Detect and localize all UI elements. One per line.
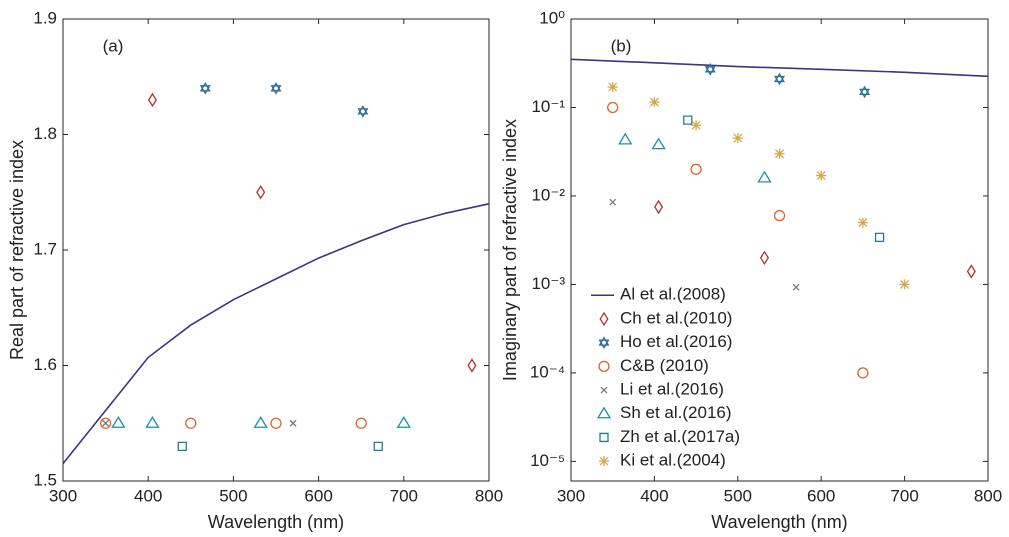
x-tick-label: 500 <box>219 486 247 505</box>
data-point <box>111 415 126 428</box>
y-tick-label: 1.9 <box>33 8 57 27</box>
data-point <box>253 415 268 428</box>
legend-swatch <box>600 386 608 394</box>
data-point <box>966 264 976 279</box>
x-tick-label: 400 <box>640 486 668 505</box>
data-point <box>691 120 702 131</box>
y-tick-label: 1.7 <box>33 239 57 258</box>
data-point <box>899 279 910 290</box>
x-tick-label: 800 <box>974 486 1002 505</box>
y-tick-label: 1.8 <box>33 124 57 143</box>
y-tick-label: 10⁻³ <box>531 274 565 293</box>
data-point <box>396 415 411 428</box>
data-point <box>373 441 383 451</box>
data-point <box>859 85 871 99</box>
legend-swatch <box>598 336 610 349</box>
data-point <box>99 417 112 429</box>
data-point <box>609 198 617 206</box>
y-tick-label: 10⁻² <box>531 185 565 204</box>
x-tick-label: 700 <box>890 486 918 505</box>
x-tick-label: 600 <box>807 486 835 505</box>
data-point <box>467 358 477 373</box>
data-point <box>773 210 786 222</box>
y-tick-label: 10⁻⁴ <box>530 362 565 381</box>
legend-label: Li et al.(2016) <box>620 380 724 399</box>
legend-swatch <box>599 432 609 443</box>
data-point <box>874 232 885 243</box>
data-point <box>355 417 367 429</box>
legend-label: Sh et al.(2016) <box>620 403 732 422</box>
panel-label: (b) <box>611 36 632 55</box>
x-tick-label: 800 <box>475 486 503 505</box>
data-point <box>816 170 827 181</box>
y-axis-label: Real part of refractive index <box>7 140 27 360</box>
legend-swatch <box>596 406 612 419</box>
y-tick-label: 1.5 <box>33 470 57 489</box>
data-point <box>683 115 693 125</box>
y-axis-label: Imaginary part of refractive index <box>500 119 520 381</box>
x-axis-label: Wavelength (nm) <box>208 512 344 532</box>
legend-label: Ho et al.(2016) <box>620 332 732 351</box>
data-point <box>704 63 716 76</box>
data-point <box>792 283 800 291</box>
legend-label: Zh et al.(2017a) <box>620 427 740 446</box>
data-point <box>177 441 187 451</box>
data-point <box>732 133 743 144</box>
data-line <box>570 58 989 78</box>
data-point <box>649 97 660 108</box>
x-tick-label: 500 <box>724 486 752 505</box>
legend-swatch <box>599 311 609 327</box>
legend-label: Ki et al.(2004) <box>620 451 726 470</box>
x-tick-label: 600 <box>304 486 332 505</box>
legend-label: C&B (2010) <box>620 356 709 375</box>
y-tick-label: 10⁻⁵ <box>530 451 565 470</box>
data-point <box>774 72 785 86</box>
y-tick-label: 1.6 <box>33 355 57 374</box>
data-point <box>757 170 772 183</box>
legend-label: Al et al.(2008) <box>620 285 726 304</box>
legend-box <box>588 281 788 475</box>
data-point <box>857 217 868 228</box>
data-point <box>607 101 619 114</box>
y-tick-label: 10⁻¹ <box>531 97 565 116</box>
data-point <box>357 105 369 118</box>
data-point <box>607 82 618 93</box>
data-point <box>654 199 664 215</box>
data-line <box>62 203 490 465</box>
x-axis-label: Wavelength (nm) <box>711 512 847 532</box>
x-tick-label: 700 <box>390 486 418 505</box>
y-tick-label: 10⁰ <box>539 8 565 27</box>
data-point <box>256 185 266 200</box>
data-point <box>147 92 157 108</box>
data-point <box>145 415 160 428</box>
data-point <box>185 417 197 429</box>
data-point <box>690 163 702 175</box>
x-tick-label: 400 <box>134 486 162 505</box>
x-tick-label: 300 <box>557 486 585 505</box>
data-point <box>102 419 110 427</box>
data-point <box>759 250 770 266</box>
data-point <box>857 367 869 379</box>
panel-label: (a) <box>103 36 124 55</box>
legend-swatch <box>598 360 610 372</box>
data-point <box>618 132 633 145</box>
data-point <box>774 148 785 159</box>
data-point <box>199 82 211 95</box>
x-tick-label: 300 <box>49 486 77 505</box>
data-point <box>270 82 282 95</box>
legend-label: Ch et al.(2010) <box>620 308 732 327</box>
plot-area <box>62 18 490 482</box>
data-point <box>651 137 666 150</box>
data-point <box>270 417 282 429</box>
data-point <box>289 419 297 427</box>
legend-swatch <box>599 456 609 467</box>
